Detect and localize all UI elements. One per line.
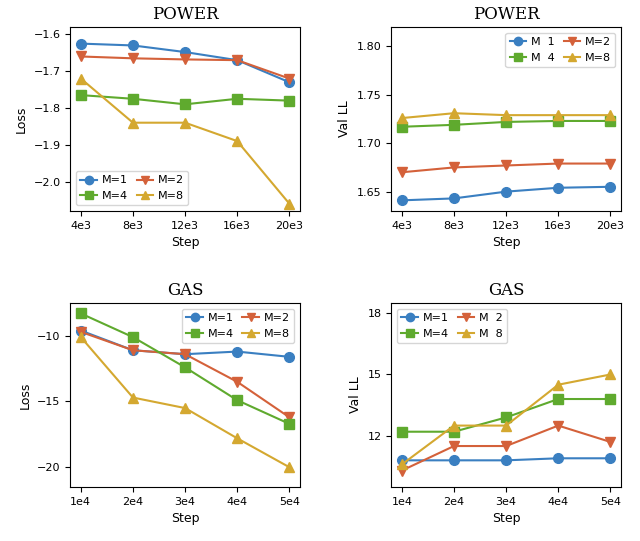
X-axis label: Step: Step bbox=[171, 236, 199, 249]
Legend: M=1, M=4, M=2, M=8: M=1, M=4, M=2, M=8 bbox=[182, 308, 294, 343]
Legend: M  1, M  4, M=2, M=8: M 1, M 4, M=2, M=8 bbox=[506, 32, 615, 67]
Y-axis label: Loss: Loss bbox=[15, 105, 28, 133]
Y-axis label: Loss: Loss bbox=[19, 381, 31, 408]
Title: GAS: GAS bbox=[488, 282, 524, 299]
X-axis label: Step: Step bbox=[492, 512, 520, 525]
Title: GAS: GAS bbox=[167, 282, 204, 299]
Legend: M=1, M=4, M=2, M=8: M=1, M=4, M=2, M=8 bbox=[76, 171, 188, 206]
Y-axis label: Val LL: Val LL bbox=[339, 101, 351, 137]
Title: POWER: POWER bbox=[152, 6, 218, 23]
X-axis label: Step: Step bbox=[171, 512, 199, 525]
Legend: M=1, M=4, M  2, M  8: M=1, M=4, M 2, M 8 bbox=[397, 308, 507, 343]
Title: POWER: POWER bbox=[473, 6, 540, 23]
Y-axis label: Val LL: Val LL bbox=[349, 377, 362, 413]
X-axis label: Step: Step bbox=[492, 236, 520, 249]
